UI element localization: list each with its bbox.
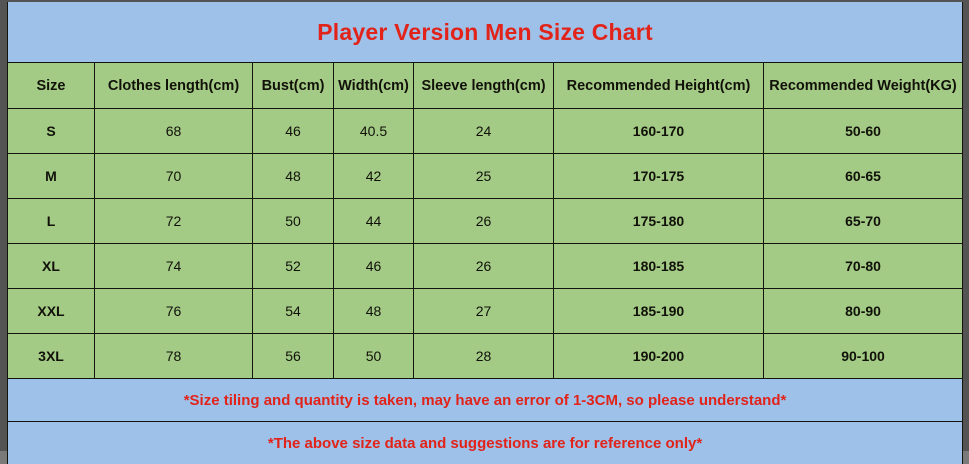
column-header-recommended-height: Recommended Height(cm)	[554, 63, 764, 109]
cell-size: L	[8, 199, 95, 244]
cell-width: 42	[334, 154, 414, 199]
cell-clothes-length: 70	[95, 154, 253, 199]
cell-bust: 48	[253, 154, 334, 199]
cell-bust: 46	[253, 109, 334, 154]
cell-width: 50	[334, 334, 414, 379]
size-chart-frame: Player Version Men Size Chart Size Cloth…	[0, 0, 969, 451]
cell-bust: 54	[253, 289, 334, 334]
cell-recommended-weight: 90-100	[764, 334, 963, 379]
table-row: S 68 46 40.5 24 160-170 50-60	[8, 109, 963, 154]
cell-recommended-weight: 60-65	[764, 154, 963, 199]
cell-recommended-height: 185-190	[554, 289, 764, 334]
cell-size: XXL	[8, 289, 95, 334]
cell-recommended-height: 175-180	[554, 199, 764, 244]
cell-clothes-length: 76	[95, 289, 253, 334]
cell-size: M	[8, 154, 95, 199]
cell-clothes-length: 74	[95, 244, 253, 289]
cell-sleeve-length: 27	[414, 289, 554, 334]
column-header-size: Size	[8, 63, 95, 109]
cell-sleeve-length: 28	[414, 334, 554, 379]
cell-clothes-length: 68	[95, 109, 253, 154]
cell-sleeve-length: 26	[414, 199, 554, 244]
chart-title-row: Player Version Men Size Chart	[8, 2, 963, 63]
cell-clothes-length: 72	[95, 199, 253, 244]
cell-recommended-height: 160-170	[554, 109, 764, 154]
cell-width: 40.5	[334, 109, 414, 154]
column-header-sleeve-length: Sleeve length(cm)	[414, 63, 554, 109]
page-title: Player Version Men Size Chart	[8, 2, 963, 63]
table-row: XL 74 52 46 26 180-185 70-80	[8, 244, 963, 289]
cell-width: 44	[334, 199, 414, 244]
note-text-disclaimer: *The above size data and suggestions are…	[8, 422, 963, 464]
cell-size: 3XL	[8, 334, 95, 379]
cell-bust: 52	[253, 244, 334, 289]
cell-bust: 56	[253, 334, 334, 379]
table-row: M 70 48 42 25 170-175 60-65	[8, 154, 963, 199]
cell-sleeve-length: 26	[414, 244, 554, 289]
table-row: 3XL 78 56 50 28 190-200 90-100	[8, 334, 963, 379]
cell-bust: 50	[253, 199, 334, 244]
cell-sleeve-length: 24	[414, 109, 554, 154]
cell-clothes-length: 78	[95, 334, 253, 379]
note-row-disclaimer: *The above size data and suggestions are…	[8, 422, 963, 464]
table-row: L 72 50 44 26 175-180 65-70	[8, 199, 963, 244]
note-row-tolerance: *Size tiling and quantity is taken, may …	[8, 379, 963, 422]
table-header-row: Size Clothes length(cm) Bust(cm) Width(c…	[8, 63, 963, 109]
cell-recommended-height: 180-185	[554, 244, 764, 289]
column-header-recommended-weight: Recommended Weight(KG)	[764, 63, 963, 109]
cell-width: 48	[334, 289, 414, 334]
size-chart-table: Player Version Men Size Chart Size Cloth…	[7, 2, 963, 464]
cell-recommended-height: 170-175	[554, 154, 764, 199]
column-header-width: Width(cm)	[334, 63, 414, 109]
cell-recommended-height: 190-200	[554, 334, 764, 379]
cell-recommended-weight: 80-90	[764, 289, 963, 334]
cell-sleeve-length: 25	[414, 154, 554, 199]
cell-width: 46	[334, 244, 414, 289]
column-header-clothes-length: Clothes length(cm)	[95, 63, 253, 109]
cell-recommended-weight: 65-70	[764, 199, 963, 244]
cell-recommended-weight: 50-60	[764, 109, 963, 154]
column-header-bust: Bust(cm)	[253, 63, 334, 109]
note-text-tolerance: *Size tiling and quantity is taken, may …	[8, 379, 963, 422]
cell-recommended-weight: 70-80	[764, 244, 963, 289]
cell-size: S	[8, 109, 95, 154]
table-row: XXL 76 54 48 27 185-190 80-90	[8, 289, 963, 334]
cell-size: XL	[8, 244, 95, 289]
